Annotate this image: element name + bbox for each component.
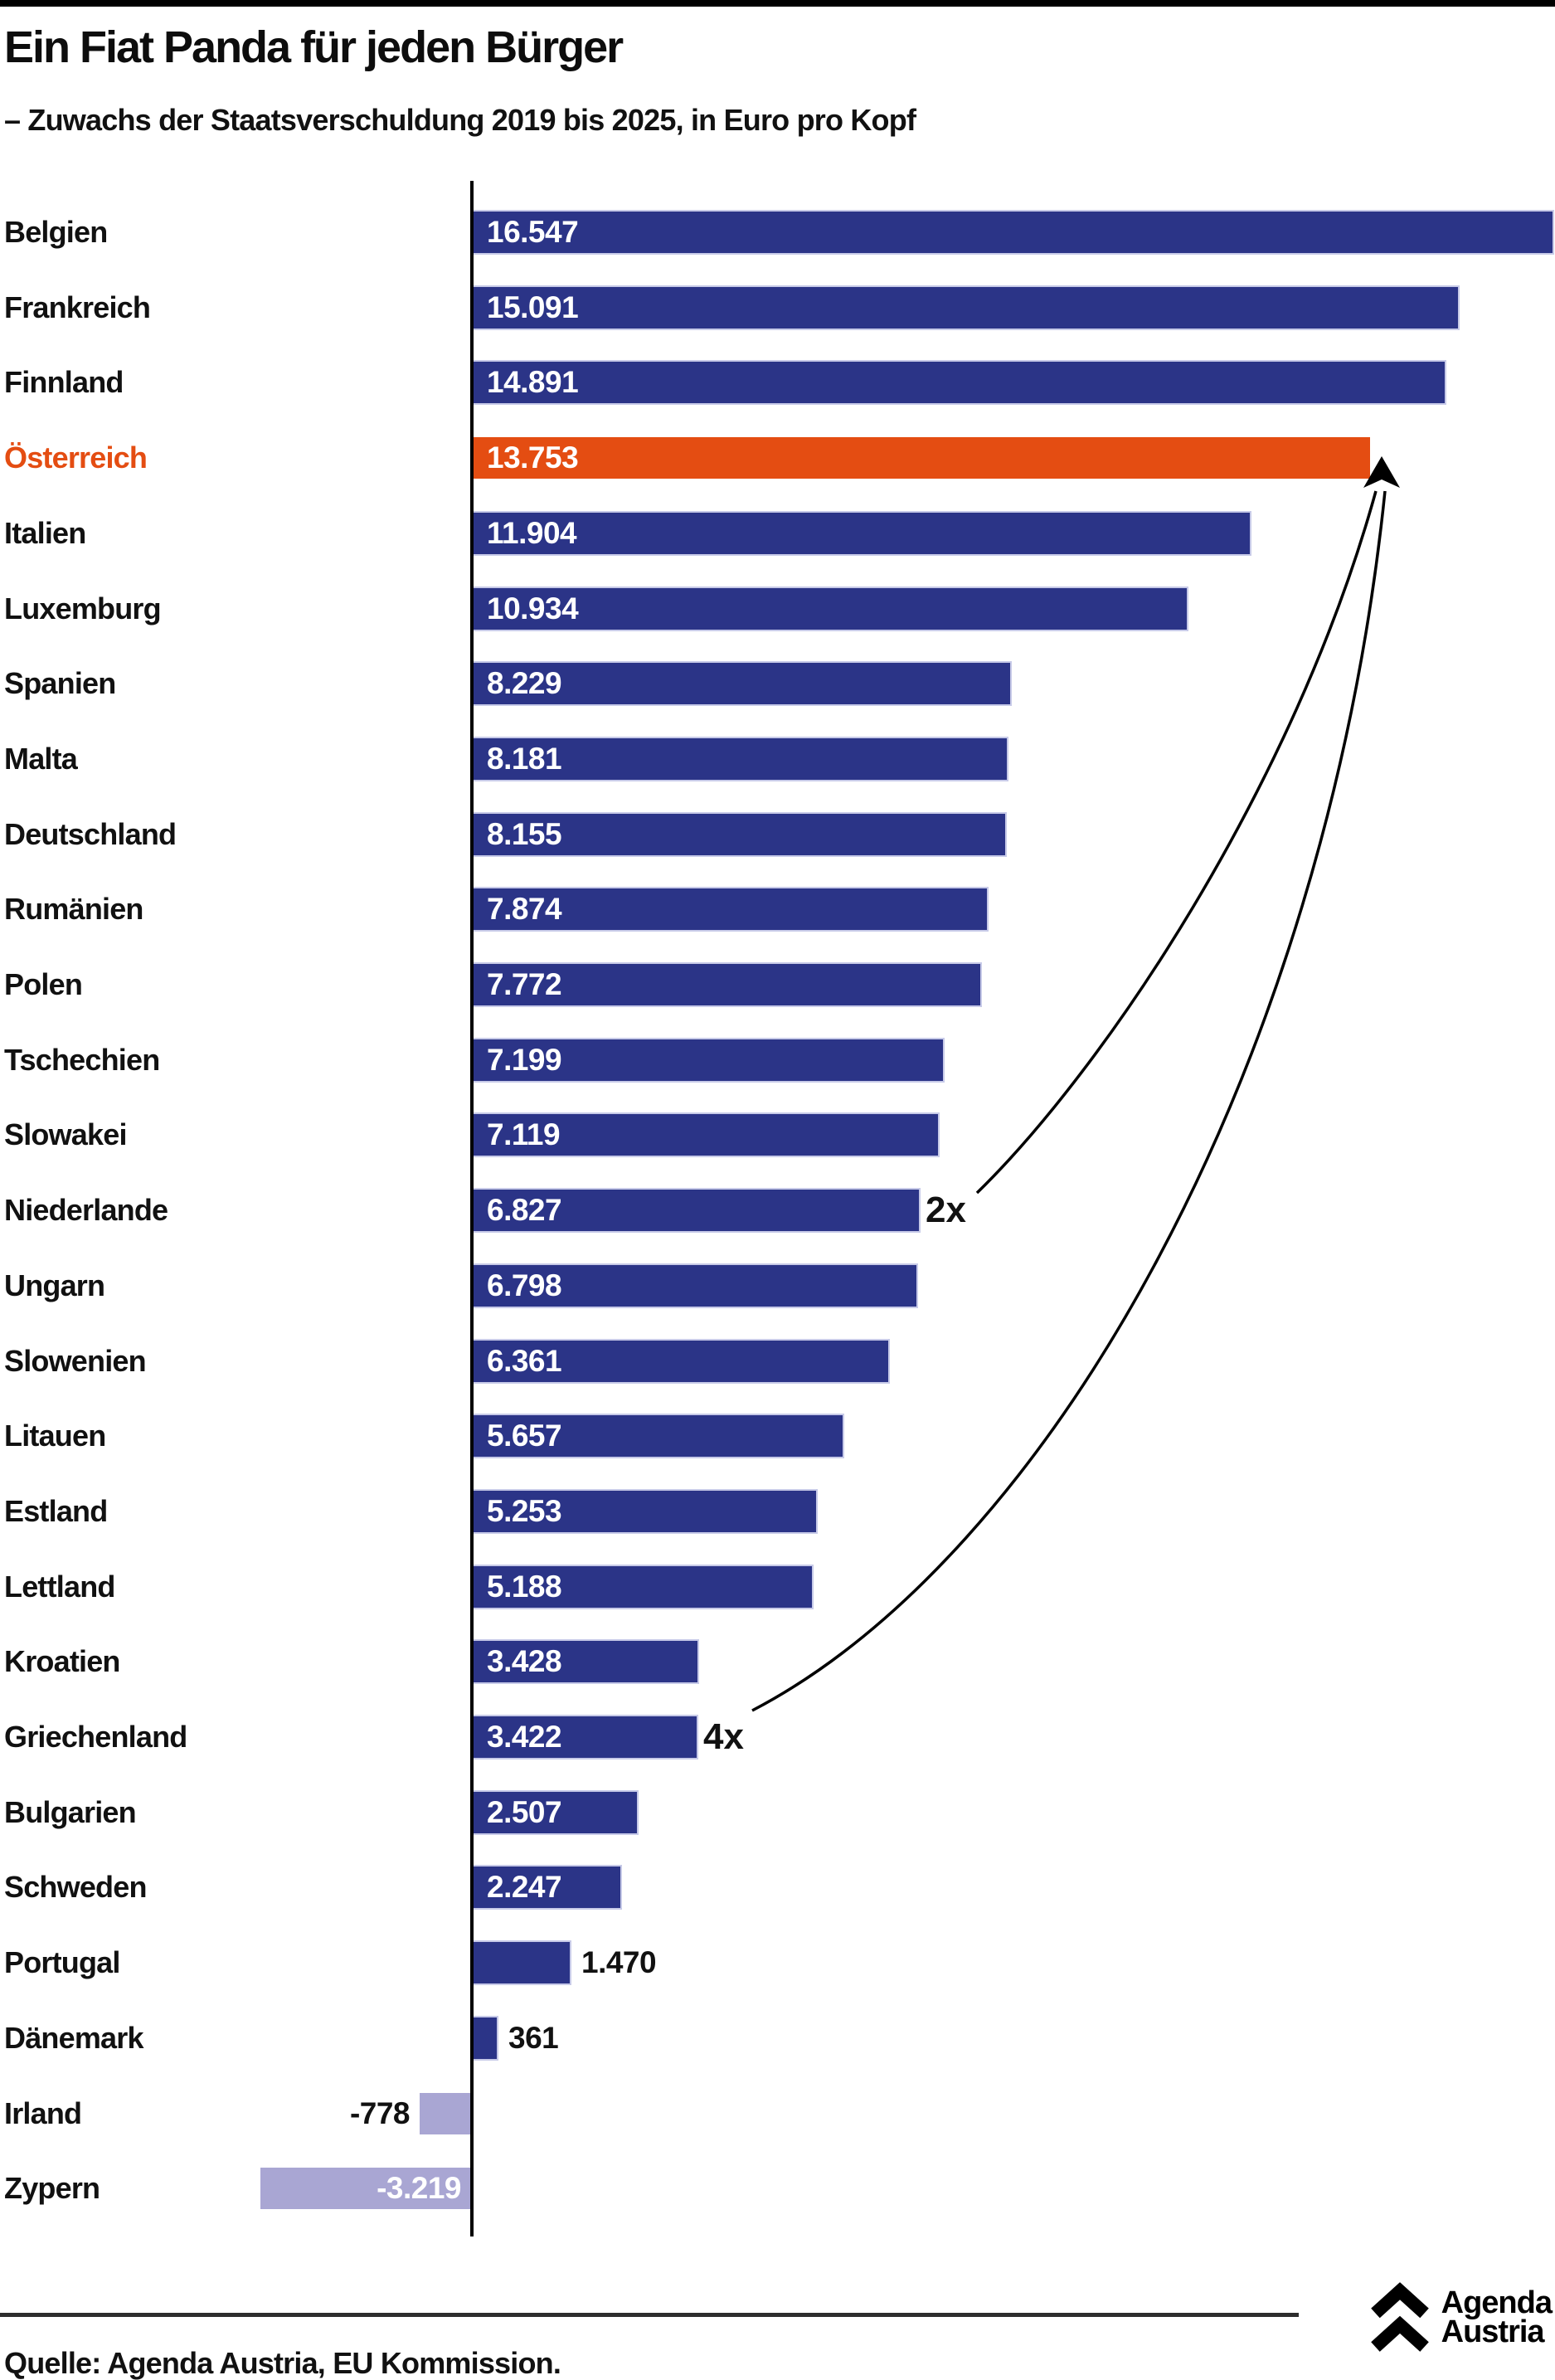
bar: [474, 212, 1553, 253]
country-label: Dänemark: [4, 2020, 144, 2055]
value-label: 5.188: [487, 1569, 562, 1604]
bar: [474, 1641, 697, 1683]
country-label: Litauen: [4, 1419, 106, 1453]
country-label: Spanien: [4, 666, 116, 701]
source-note: Quelle: Agenda Austria, EU Kommission.: [4, 2346, 561, 2380]
value-label: 11.904: [487, 515, 577, 550]
country-label: Kroatien: [4, 1644, 120, 1679]
country-label: Niederlande: [4, 1193, 168, 1228]
value-label: 13.753: [487, 440, 579, 475]
value-label: 361: [508, 2020, 559, 2055]
value-label: 7.772: [487, 967, 562, 1001]
value-label: 2.247: [487, 1870, 562, 1905]
country-label: Malta: [4, 741, 78, 776]
value-label: 8.229: [487, 666, 562, 701]
value-label: 7.199: [487, 1042, 562, 1077]
country-label: Zypern: [4, 2171, 100, 2206]
bar: [474, 2017, 497, 2059]
footer-divider: [0, 2313, 1299, 2317]
value-label: 3.428: [487, 1644, 562, 1679]
country-label: Griechenland: [4, 1720, 187, 1754]
bar: [474, 587, 1187, 630]
value-label: 7.874: [487, 892, 562, 927]
country-label: Tschechien: [4, 1042, 160, 1077]
bar: [474, 1867, 620, 1909]
country-label: Estland: [4, 1493, 108, 1528]
country-label: Finnland: [4, 365, 124, 400]
logo-line1: Agenda: [1441, 2285, 1553, 2321]
y-axis-line: [470, 181, 474, 2236]
logo-line2: Austria: [1441, 2314, 1545, 2349]
value-label: -778: [349, 2095, 411, 2130]
bar: [474, 362, 1445, 404]
value-label: 7.119: [487, 1117, 561, 1152]
page-subtitle: – Zuwachs der Staatsverschuldung 2019 bi…: [4, 103, 916, 137]
bar: [260, 2168, 470, 2210]
value-label: 8.181: [487, 741, 562, 776]
bar: [474, 512, 1250, 554]
top-accent-bar: [0, 0, 1555, 7]
bar: [474, 1791, 637, 1833]
value-label: 6.361: [487, 1343, 562, 1378]
country-label: Irland: [4, 2095, 82, 2130]
country-label: Slowenien: [4, 1343, 147, 1378]
country-label: Lettland: [4, 1569, 115, 1604]
value-label: 3.422: [487, 1720, 562, 1754]
country-label: Schweden: [4, 1870, 147, 1905]
country-label: Bulgarien: [4, 1794, 137, 1829]
page-title: Ein Fiat Panda für jeden Bürger: [4, 22, 624, 72]
bar: [474, 1942, 570, 1984]
country-label: Luxemburg: [4, 591, 162, 625]
value-label: 14.891: [487, 365, 579, 400]
multiplier-annotation: 4x: [703, 1716, 744, 1757]
country-label: Ungarn: [4, 1268, 105, 1302]
value-label: 1.470: [581, 1945, 657, 1980]
country-label: Frankreich: [4, 290, 151, 324]
country-label: Polen: [4, 967, 83, 1001]
bar: [474, 286, 1458, 329]
logo-wordmark: Agenda Austria: [1441, 2285, 1553, 2349]
double-chevron-up-icon: [1370, 2282, 1429, 2352]
country-label: Belgien: [4, 215, 108, 249]
value-label: 8.155: [487, 816, 562, 851]
value-label: 15.091: [487, 290, 579, 324]
value-label: 6.798: [487, 1268, 562, 1302]
bar: [474, 1716, 697, 1758]
value-label: 10.934: [487, 591, 579, 625]
value-label: 5.657: [487, 1419, 562, 1453]
country-label: Portugal: [4, 1945, 120, 1980]
multiplier-annotation: 2x: [926, 1190, 966, 1231]
country-label: Deutschland: [4, 816, 177, 851]
country-label: Italien: [4, 515, 86, 550]
value-label: 2.507: [487, 1794, 562, 1829]
value-label: 16.547: [487, 215, 579, 249]
value-label: -3.219: [377, 2171, 461, 2206]
agenda-austria-logo: Agenda Austria: [1370, 2281, 1553, 2354]
value-label: 6.827: [487, 1193, 562, 1228]
country-label: Rumänien: [4, 892, 143, 927]
value-label: 5.253: [487, 1493, 562, 1528]
country-label: Slowakei: [4, 1117, 127, 1152]
bar: [474, 437, 1370, 479]
country-label: Österreich: [4, 440, 148, 475]
bar: [420, 2092, 470, 2134]
